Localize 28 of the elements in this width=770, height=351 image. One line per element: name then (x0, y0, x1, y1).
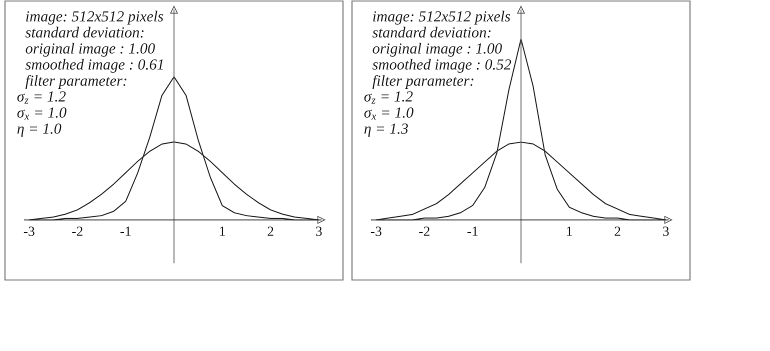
annotation: σ$_{z}$ = 1.2 (17, 91, 66, 104)
annotation: η = 1.3 (364, 124, 408, 137)
annotation: σ$_{z}$ = 1.2 (364, 91, 413, 104)
text: smoothed image : 0.61 (25, 58, 163, 73)
text: image: 512x512 pixels (26, 10, 164, 25)
x-tick-label: 3 (316, 226, 322, 236)
x-tick-label: -3 (24, 226, 34, 236)
text: image: 512x512 pixels (373, 10, 510, 25)
text: original image : 1.00 (26, 42, 155, 57)
text: standard deviation: (372, 26, 491, 38)
x-tick-label: 2 (614, 226, 620, 236)
annotation: η = 1.0 (17, 123, 62, 137)
x-tick-label: -3 (370, 226, 382, 236)
annotation: filter parameter: (25, 74, 126, 89)
annotation: filter parameter: (372, 74, 474, 89)
x-tick-label: 1 (220, 226, 225, 236)
x-tick-label: -1 (467, 226, 478, 236)
x-tick-label: -1 (120, 226, 131, 236)
annotation: σ$_{x}$ = 1.0 (364, 107, 414, 120)
annotation: original image : 1.00 (372, 42, 502, 57)
text: standard deviation: (25, 26, 144, 38)
x-tick-label: 3 (663, 226, 669, 236)
annotation: σ$_{x}$ = 1.0 (17, 107, 66, 120)
x-tick-label: 2 (268, 226, 274, 236)
x-tick-label: 1 (567, 226, 572, 236)
annotation: smoothed image : 0.52 (372, 58, 512, 73)
x-tick-label: -2 (72, 226, 82, 236)
x-tick-label: -2 (419, 226, 430, 236)
